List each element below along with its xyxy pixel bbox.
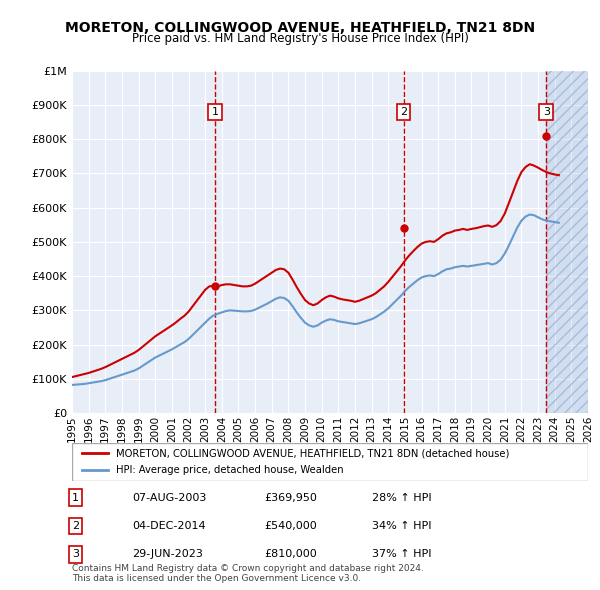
Bar	[546, 71, 588, 413]
Text: 29-JUN-2023: 29-JUN-2023	[132, 549, 203, 559]
Text: 34% ↑ HPI: 34% ↑ HPI	[372, 521, 431, 531]
Text: Contains HM Land Registry data © Crown copyright and database right 2024.
This d: Contains HM Land Registry data © Crown c…	[72, 563, 424, 583]
Text: 3: 3	[72, 549, 79, 559]
FancyBboxPatch shape	[72, 442, 588, 481]
Bar	[546, 71, 588, 413]
Text: 3: 3	[543, 107, 550, 117]
Text: MORETON, COLLINGWOOD AVENUE, HEATHFIELD, TN21 8DN (detached house): MORETON, COLLINGWOOD AVENUE, HEATHFIELD,…	[116, 448, 509, 458]
Text: £540,000: £540,000	[264, 521, 317, 531]
Text: 1: 1	[212, 107, 218, 117]
Text: 2: 2	[400, 107, 407, 117]
Text: MORETON, COLLINGWOOD AVENUE, HEATHFIELD, TN21 8DN: MORETON, COLLINGWOOD AVENUE, HEATHFIELD,…	[65, 21, 535, 35]
Text: 37% ↑ HPI: 37% ↑ HPI	[372, 549, 431, 559]
Text: £369,950: £369,950	[264, 493, 317, 503]
Text: HPI: Average price, detached house, Wealden: HPI: Average price, detached house, Weal…	[116, 465, 343, 475]
Text: 28% ↑ HPI: 28% ↑ HPI	[372, 493, 431, 503]
Text: 04-DEC-2014: 04-DEC-2014	[132, 521, 206, 531]
Text: £810,000: £810,000	[264, 549, 317, 559]
Text: Price paid vs. HM Land Registry's House Price Index (HPI): Price paid vs. HM Land Registry's House …	[131, 32, 469, 45]
Text: 2: 2	[72, 521, 79, 531]
Text: 1: 1	[72, 493, 79, 503]
Text: 07-AUG-2003: 07-AUG-2003	[132, 493, 206, 503]
